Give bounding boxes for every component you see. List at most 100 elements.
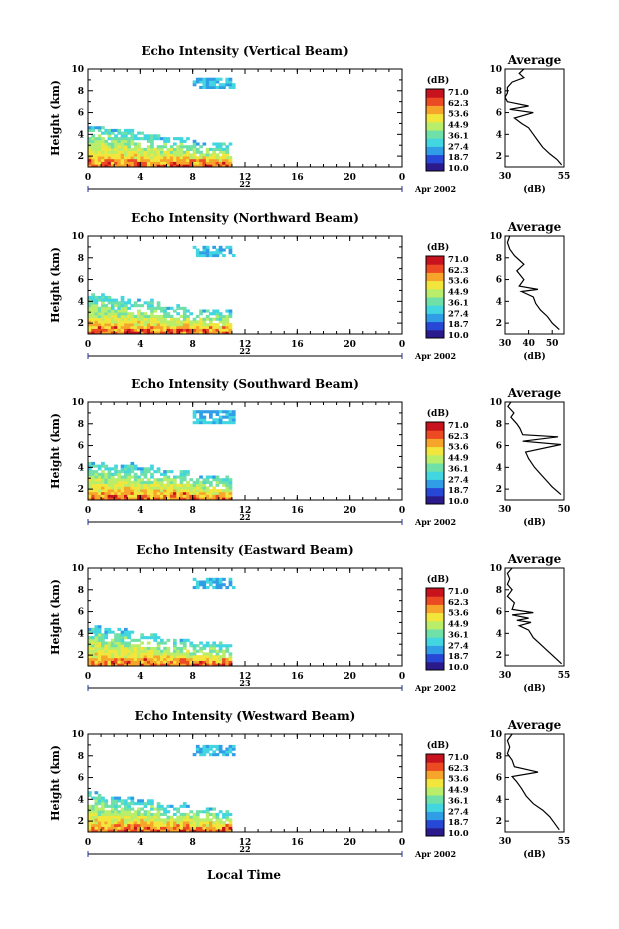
heatmap-cell	[205, 747, 210, 751]
heatmap-cell	[94, 644, 99, 648]
heatmap-cell	[202, 85, 207, 89]
heatmap-cell	[199, 826, 203, 830]
heatmap-cell	[97, 128, 102, 132]
heatmap-cell	[88, 126, 92, 130]
heatmap-cell	[97, 638, 102, 642]
heatmap-cell	[146, 810, 151, 814]
heatmap-cell	[110, 306, 115, 310]
heatmap-cell	[117, 663, 122, 667]
heatmap-cell	[107, 644, 112, 648]
heatmap-cell	[163, 810, 167, 814]
heatmap-cell	[163, 306, 167, 310]
heatmap-cell	[133, 486, 138, 490]
heatmap-cell	[94, 483, 99, 487]
colorbar-tick-label: 71.0	[448, 753, 469, 763]
heatmap-cell	[205, 577, 210, 581]
heatmap-cell	[114, 823, 118, 827]
heatmap-cell	[169, 320, 174, 324]
heatmap-cell	[97, 810, 102, 814]
heatmap-cell	[173, 147, 177, 151]
heatmap-cell	[192, 158, 197, 162]
heatmap-cell	[182, 655, 187, 659]
heatmap-cell	[212, 807, 216, 811]
heatmap-cell	[212, 421, 216, 425]
x-tick-label: 8	[190, 506, 196, 516]
heatmap-cell	[137, 304, 141, 308]
heatmap-cell	[205, 807, 210, 811]
panel-title: Echo Intensity (Northward Beam)	[131, 211, 359, 225]
heatmap-cell	[101, 461, 105, 465]
heatmap-cell	[133, 314, 138, 318]
heatmap-cell	[110, 810, 115, 814]
heatmap-cell	[107, 663, 112, 667]
heatmap-cell	[169, 826, 174, 830]
heatmap-cell	[143, 301, 148, 305]
heatmap-cell	[146, 301, 151, 305]
heatmap-cell	[101, 314, 105, 318]
heatmap-cell	[199, 410, 203, 414]
heatmap-cell	[215, 826, 220, 830]
heatmap-cell	[195, 421, 200, 425]
heatmap-cell	[94, 796, 99, 800]
heatmap-cell	[225, 314, 230, 318]
heatmap-cell	[114, 150, 118, 154]
heatmap-cell	[120, 655, 125, 659]
heatmap-cell	[107, 497, 112, 501]
heatmap-cell	[215, 660, 220, 664]
heatmap-cell	[104, 812, 109, 816]
heatmap-cell	[91, 126, 95, 130]
heatmap-cell	[114, 331, 118, 335]
heatmap-cell	[205, 248, 210, 252]
heatmap-cell	[215, 577, 220, 581]
heatmap-cell	[212, 649, 216, 653]
heatmap-cell	[222, 421, 226, 425]
heatmap-cell	[88, 821, 92, 825]
heatmap-cell	[140, 131, 144, 135]
heatmap-cell	[133, 147, 138, 151]
heatmap-cell	[212, 85, 216, 89]
heatmap-cell	[94, 812, 99, 816]
heatmap-cell	[88, 652, 92, 656]
heatmap-cell	[117, 309, 122, 313]
heatmap-cell	[169, 323, 174, 327]
heatmap-cell	[124, 644, 128, 648]
heatmap-cell	[182, 306, 187, 310]
heatmap-cell	[130, 657, 135, 661]
heatmap-cell	[182, 646, 187, 650]
colorbar-tick-label: 53.6	[448, 609, 469, 619]
heatmap-cell	[127, 812, 131, 816]
heatmap-cell	[101, 304, 105, 308]
heatmap-cell	[107, 314, 112, 318]
heatmap-cell	[179, 657, 184, 661]
heatmap-cell	[117, 150, 122, 154]
heatmap-cell	[166, 489, 171, 493]
heatmap-cell	[143, 489, 148, 493]
heatmap-cell	[192, 652, 197, 656]
heatmap-cell	[104, 464, 109, 468]
heatmap-cell	[173, 660, 177, 664]
heatmap-cell	[153, 328, 158, 332]
heatmap-cell	[202, 583, 207, 587]
heatmap-cell	[104, 660, 109, 664]
heatmap-cell	[160, 483, 164, 487]
heatmap-cell	[179, 475, 184, 479]
heatmap-cell	[205, 580, 210, 584]
heatmap-cell	[205, 586, 210, 590]
colorbar-swatch	[426, 588, 444, 597]
heatmap-cell	[205, 491, 210, 495]
heatmap-cell	[156, 657, 161, 661]
heatmap-cell	[124, 475, 128, 479]
heatmap-cell	[156, 150, 161, 154]
heatmap-cell	[160, 150, 164, 154]
heatmap-cell	[163, 137, 167, 141]
heatmap-cell	[199, 663, 203, 667]
heatmap-cell	[228, 415, 233, 419]
heatmap-cell	[130, 467, 135, 471]
heatmap-cell	[140, 815, 144, 819]
heatmap-cell	[202, 489, 207, 493]
heatmap-cell	[225, 77, 230, 81]
heatmap-cell	[163, 470, 167, 474]
heatmap-cell	[146, 652, 151, 656]
heatmap-cell	[88, 826, 92, 830]
heatmap-cell	[143, 823, 148, 827]
